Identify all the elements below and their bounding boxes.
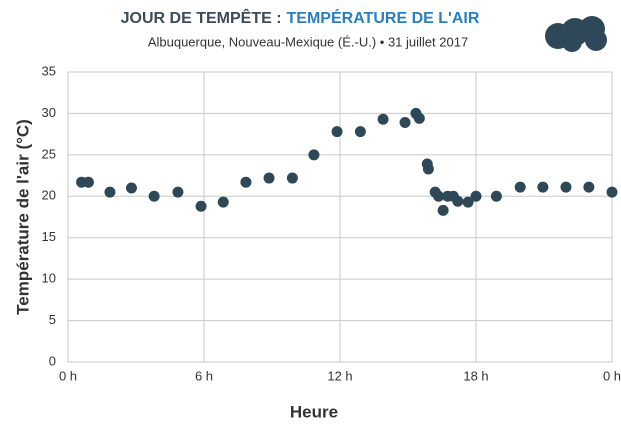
data-point	[263, 172, 275, 184]
data-point	[399, 117, 411, 129]
x-tick-label: 18 h	[463, 368, 488, 383]
data-point	[433, 190, 445, 202]
data-point	[560, 181, 572, 193]
y-tick-label: 30	[42, 105, 56, 120]
x-tick-label: 12 h	[327, 368, 352, 383]
y-tick-label: 20	[42, 188, 56, 203]
data-point	[377, 113, 389, 125]
y-tick-label: 0	[49, 353, 56, 368]
data-point	[422, 163, 434, 175]
data-point	[354, 126, 366, 138]
y-tick-label: 15	[42, 229, 56, 244]
subtitle: Albuquerque, Nouveau-Mexique (É.-U.) • 3…	[148, 34, 468, 49]
data-point	[452, 195, 464, 207]
data-point	[490, 190, 502, 202]
data-point	[195, 200, 207, 212]
data-point	[148, 190, 160, 202]
data-point	[308, 149, 320, 161]
y-tick-label: 5	[49, 312, 56, 327]
data-point	[286, 172, 298, 184]
y-tick-label: 25	[42, 146, 56, 161]
data-point	[240, 176, 252, 188]
y-tick-label: 35	[42, 63, 56, 78]
x-tick-label: 6 h	[195, 368, 213, 383]
data-point	[462, 196, 474, 208]
title-highlight: TEMPÉRATURE DE L'AIR	[287, 8, 480, 27]
cloud-icon	[545, 16, 607, 52]
data-point	[104, 186, 116, 198]
x-tick-label: 0 h	[603, 368, 621, 383]
data-point	[606, 186, 618, 198]
chart-title: JOUR DE TEMPÊTE : TEMPÉRATURE DE L'AIR	[121, 8, 480, 27]
data-point	[172, 186, 184, 198]
data-point	[537, 181, 549, 193]
y-tick-label: 10	[42, 271, 56, 286]
data-point	[331, 126, 343, 138]
plot-frame	[67, 71, 613, 363]
data-point	[125, 182, 137, 194]
x-axis-label: Heure	[290, 402, 338, 421]
data-point	[82, 176, 94, 188]
data-point	[583, 181, 595, 193]
y-axis-label: Température de l'air (°C)	[13, 119, 32, 315]
data-point	[470, 190, 482, 202]
data-point	[514, 181, 526, 193]
data-point	[437, 204, 449, 216]
data-point	[217, 196, 229, 208]
data-point	[413, 112, 425, 124]
title-main: JOUR DE TEMPÊTE :	[121, 8, 282, 27]
x-tick-label: 0 h	[59, 368, 77, 383]
